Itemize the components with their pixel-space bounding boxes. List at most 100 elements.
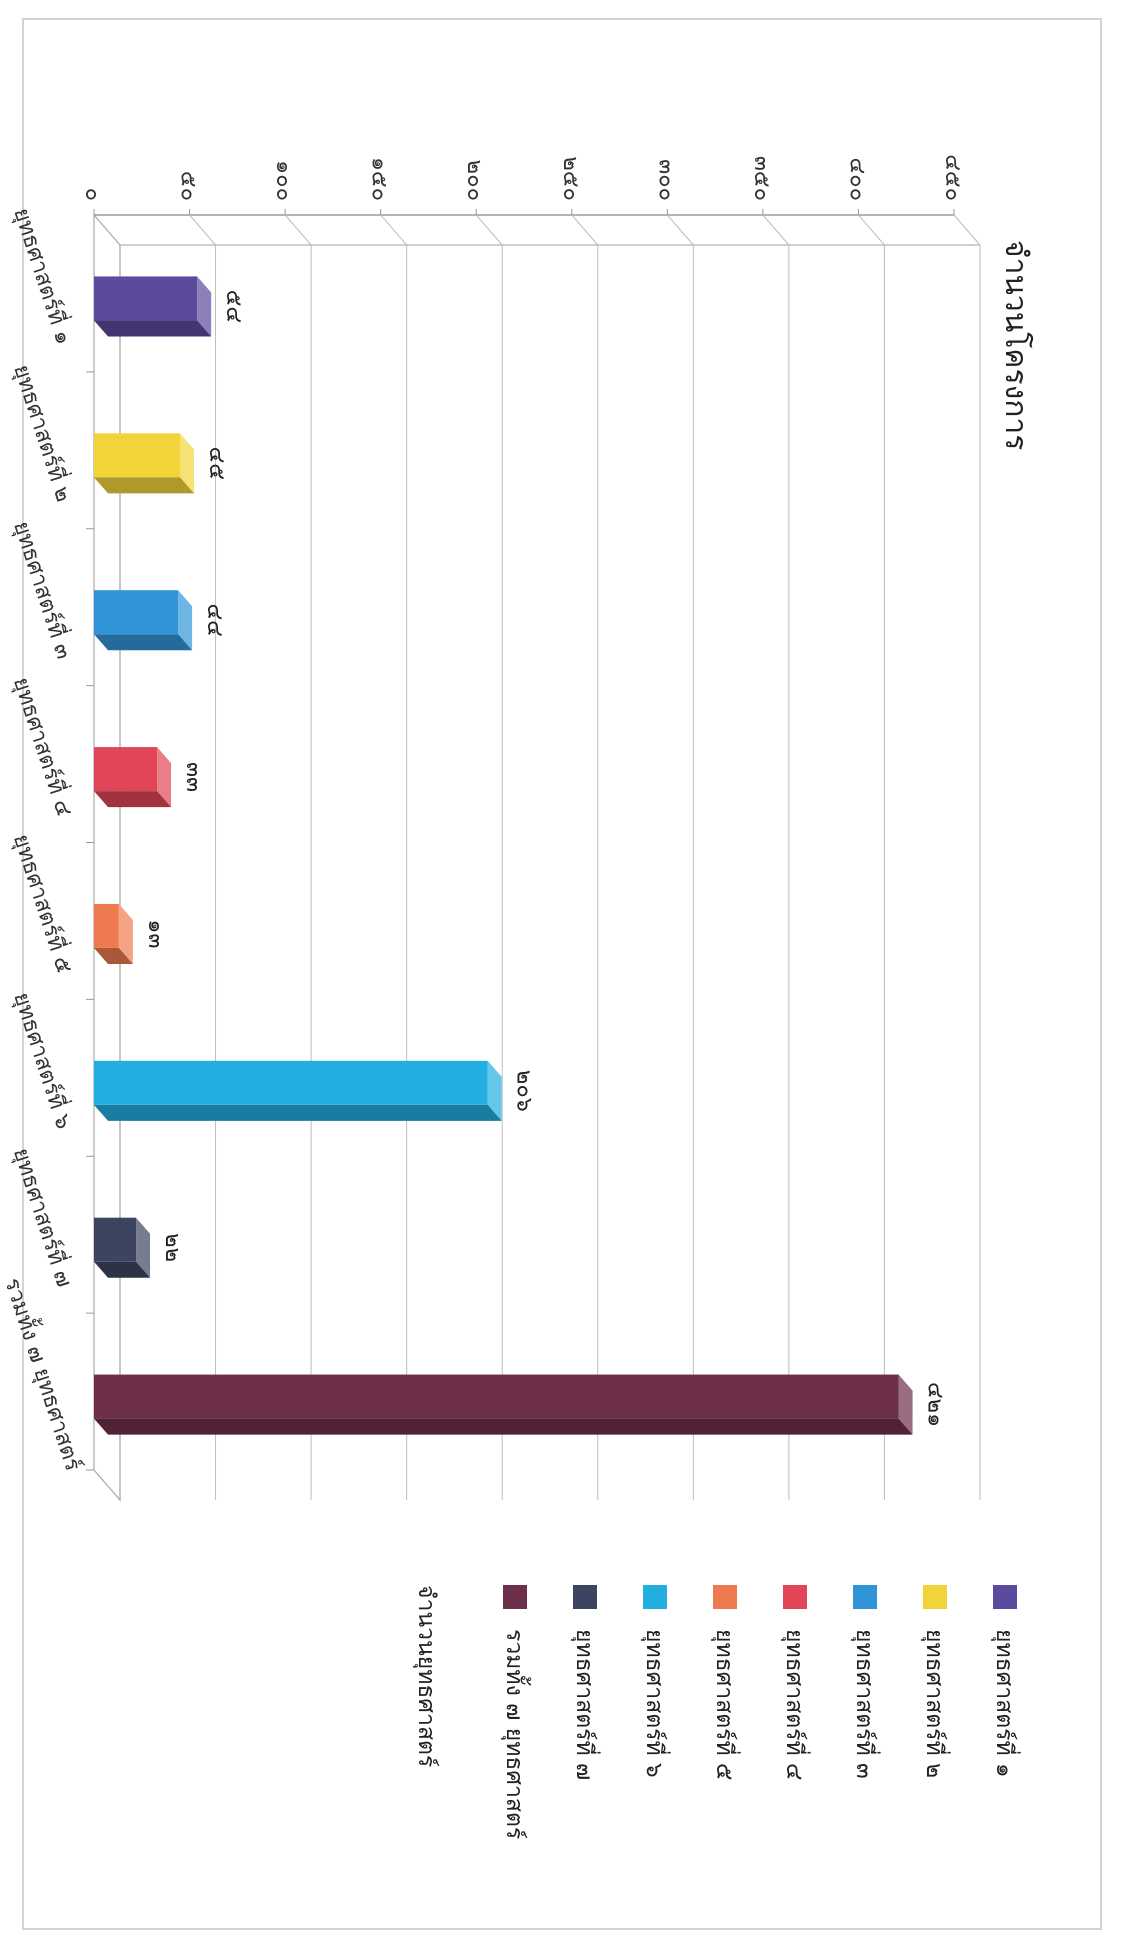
bar-top [898, 1374, 913, 1435]
bar-side [94, 1104, 502, 1121]
bar-front [94, 1060, 488, 1105]
legend-label: ยุทธศาสตร์ที่ ๖ [641, 1629, 671, 1778]
bar-side [94, 477, 194, 494]
floor-plane [93, 213, 121, 1502]
legend-swatch [783, 1585, 807, 1609]
chart-frame [22, 18, 1102, 1930]
legend-item: ยุทธศาสตร์ที่ ๑ [991, 1585, 1021, 1778]
legend-item: ยุทธศาสตร์ที่ ๓ [851, 1585, 881, 1779]
legend-item: รวมทั้ง ๗ ยุทธศาสตร์ [501, 1585, 531, 1839]
bar-side [94, 634, 193, 651]
text-layer: ๐๕๐ ๑๐๐ ๑๕๐ ๒๐๐ ๒๕๐ ๓๐๐ ๓๕๐ ๔๐๐ ๔๕๐๕๔ยุทธศาสตร์ท… [0, 154, 1034, 1474]
legend-swatch [993, 1585, 1017, 1609]
bar-top [180, 433, 194, 494]
back-wall-edge [119, 244, 980, 1500]
x-tick-label: ยุทธศาสตร์ที่ ๗ [8, 1144, 80, 1291]
y-tick-label: ๒๐๐ [462, 160, 487, 201]
legend-item: ยุทธศาสตร์ที่ ๗ [571, 1585, 601, 1780]
legend-swatch [643, 1585, 667, 1609]
legend-label: ยุทธศาสตร์ที่ ๓ [851, 1629, 881, 1779]
x-tick-label: ยุทธศาสตร์ที่ ๓ [8, 517, 80, 662]
grid-line-side [475, 214, 503, 246]
x-tick-label: ยุทธศาสตร์ที่ ๖ [8, 988, 80, 1132]
grid-line-side [762, 214, 790, 246]
bar [93, 590, 193, 651]
grid-line-side [953, 214, 981, 246]
legend-label: ยุทธศาสตร์ที่ ๔ [781, 1629, 811, 1780]
bar-top [197, 276, 212, 337]
grid-layer [86, 209, 981, 1502]
y-tick-label: ๔๕๐ [940, 154, 965, 201]
legend-swatch [853, 1585, 877, 1609]
x-tick-label: ยุทธศาสตร์ที่ ๔ [8, 673, 80, 820]
bar [94, 433, 194, 494]
bars-layer [93, 276, 913, 1435]
bar-side [94, 791, 172, 808]
chart-title: จำนวนโครงการ [998, 240, 1034, 450]
bar-top [487, 1060, 502, 1121]
data-label: ๑๓ [143, 919, 168, 948]
bar-front [93, 1217, 137, 1262]
bar-front [93, 590, 179, 635]
bar-front [94, 433, 180, 478]
legend-item: ยุทธศาสตร์ที่ ๔ [781, 1585, 811, 1780]
y-tick-label: ๑๕๐ [367, 157, 392, 201]
y-tick-label: ๕๐ [176, 171, 201, 201]
bar-side [94, 1261, 151, 1278]
x-tick-label: ยุทธศาสตร์ที่ ๑ [8, 204, 80, 348]
data-label: ๒๐๖ [512, 1070, 537, 1112]
y-tick-label: ๓๐๐ [653, 159, 678, 201]
grid-line-side [284, 214, 312, 246]
grid-line-side [666, 214, 694, 246]
y-tick-label: ๓๕๐ [749, 156, 774, 201]
y-tick-label: ๔๐๐ [844, 157, 869, 201]
legend-swatch [713, 1585, 737, 1609]
grid-line-side [571, 214, 599, 246]
x-tick-label: ยุทธศาสตร์ที่ ๕ [8, 830, 80, 977]
data-label: ๒๒ [160, 1233, 185, 1262]
y-tick-label: ๒๕๐ [558, 156, 583, 201]
legend-swatch [573, 1585, 597, 1609]
legend-item: ยุทธศาสตร์ที่ ๕ [711, 1585, 741, 1780]
legend-item: ยุทธศาสตร์ที่ ๖ [641, 1585, 671, 1778]
legend-title: จำนวนยุทธศาสตร์ [413, 1585, 440, 1767]
bar-front [93, 903, 119, 948]
data-label: ๔๒๑ [923, 1382, 948, 1427]
legend: ยุทธศาสตร์ที่ ๑ ยุทธศาสตร์ที่ ๒ ยุทธศาสตร์… [413, 1585, 1021, 1839]
bar-top [178, 590, 193, 651]
bar-side [94, 1418, 913, 1435]
bar-front [93, 747, 158, 792]
grid-line-side [380, 214, 408, 246]
legend-item: ยุทธศาสตร์ที่ ๒ [921, 1585, 951, 1778]
legend-swatch [503, 1585, 527, 1609]
legend-label: ยุทธศาสตร์ที่ ๗ [571, 1629, 601, 1780]
legend-label: รวมทั้ง ๗ ยุทธศาสตร์ [501, 1629, 531, 1839]
legend-label: ยุทธศาสตร์ที่ ๕ [711, 1629, 741, 1780]
bar-top [118, 903, 133, 964]
bar [94, 1374, 913, 1435]
bar [94, 1060, 502, 1121]
bar [93, 903, 133, 964]
legend-label: ยุทธศาสตร์ที่ ๒ [921, 1629, 951, 1778]
bar [93, 747, 172, 808]
legend-label: ยุทธศาสตร์ที่ ๑ [991, 1629, 1021, 1778]
bar [93, 1217, 151, 1278]
data-label: ๕๔ [221, 290, 246, 323]
y-tick-label: ๑๐๐ [271, 160, 296, 201]
grid-line-side [189, 214, 216, 246]
x-tick-label: รวมทั้ง ๗ ยุทธศาสตร์ [0, 1274, 89, 1474]
data-label: ๓๓ [181, 762, 206, 792]
bar-front [94, 276, 198, 321]
bar-front [94, 1374, 899, 1419]
y-tick-label: ๐ [80, 188, 105, 201]
bar-top [157, 747, 172, 808]
grid-line-side [858, 214, 885, 246]
bar-side [94, 320, 212, 337]
legend-swatch [923, 1585, 947, 1609]
data-label: ๔๔ [202, 604, 227, 637]
x-tick-label: ยุทธศาสตร์ที่ ๒ [8, 360, 80, 505]
bar [94, 276, 212, 337]
bar-top [136, 1217, 151, 1278]
